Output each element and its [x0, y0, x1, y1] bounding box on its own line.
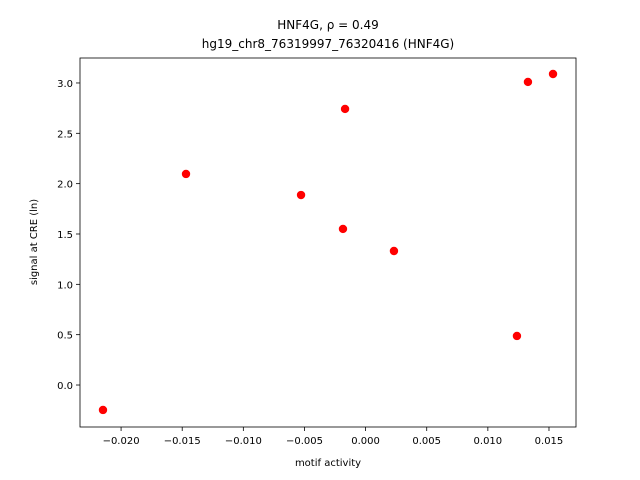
- point: [389, 246, 399, 256]
- x-tick-label: 0.000: [351, 436, 380, 447]
- y-tick-label: 0.5: [57, 331, 73, 342]
- y-tick-label: 1.5: [57, 230, 73, 241]
- x-tick-label: −0.005: [286, 436, 323, 447]
- y-tick-label: 3.0: [57, 79, 73, 90]
- plot-frame: [79, 57, 577, 428]
- point: [340, 104, 350, 114]
- point: [181, 169, 191, 179]
- x-tick-label: 0.005: [412, 436, 441, 447]
- x-tick-label: −0.015: [164, 436, 201, 447]
- point: [548, 69, 558, 79]
- point: [98, 405, 108, 415]
- point: [296, 190, 306, 200]
- x-tick-label: −0.010: [225, 436, 262, 447]
- y-tick-label: 2.5: [57, 129, 73, 140]
- y-axis-label: signal at CRE (ln): [29, 199, 40, 285]
- y-tick-label: 1.0: [57, 280, 73, 291]
- x-tick-label: −0.020: [103, 436, 140, 447]
- y-tick-label: 2.0: [57, 180, 73, 191]
- x-tick-label: 0.015: [535, 436, 564, 447]
- y-tick-label: 0.0: [57, 381, 73, 392]
- x-tick-label: 0.010: [474, 436, 503, 447]
- chart-title: HNF4G, ρ = 0.49: [277, 18, 378, 32]
- point: [523, 77, 533, 87]
- chart-subtitle: hg19_chr8_76319997_76320416 (HNF4G): [202, 37, 454, 51]
- x-axis-label: motif activity: [295, 458, 361, 469]
- point: [512, 331, 522, 341]
- point: [338, 224, 348, 234]
